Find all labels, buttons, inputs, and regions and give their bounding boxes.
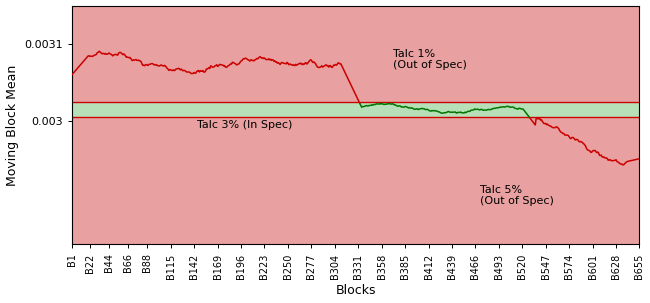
Bar <box>72 5 640 244</box>
Bar <box>72 102 640 117</box>
Text: Talc 5%
(Out of Spec): Talc 5% (Out of Spec) <box>480 185 554 206</box>
Y-axis label: Moving Block Mean: Moving Block Mean <box>6 64 19 185</box>
Text: Talc 3% (In Spec): Talc 3% (In Spec) <box>197 120 292 130</box>
X-axis label: Blocks: Blocks <box>335 285 376 298</box>
Text: Talc 1%
(Out of Spec): Talc 1% (Out of Spec) <box>393 48 467 70</box>
